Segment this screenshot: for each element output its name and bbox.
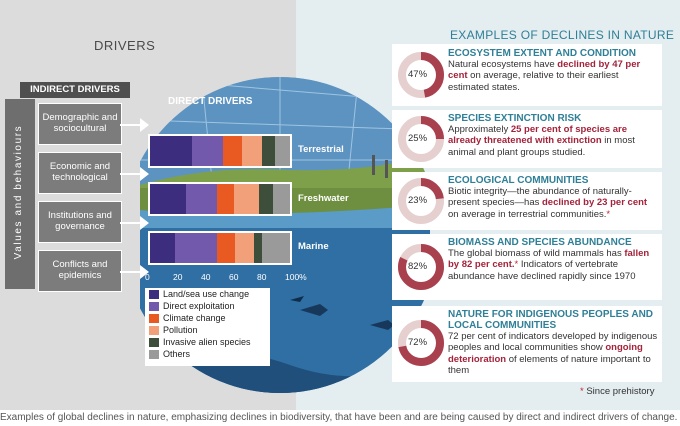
indirect-driver-box: Conflicts and epidemics <box>38 250 122 292</box>
donut-arc <box>398 178 444 224</box>
legend-item: Climate change <box>145 312 270 324</box>
card-text: Approximately 25 per cent of species are… <box>448 124 635 158</box>
legend-label: Land/sea use change <box>163 289 250 299</box>
legend-label: Direct exploitation <box>163 301 235 311</box>
figure-caption: Examples of global declines in nature, e… <box>0 412 678 423</box>
env-label-freshwater: Freshwater <box>298 193 349 204</box>
bar-segment <box>261 136 275 166</box>
bar-segment <box>186 184 218 214</box>
legend-item: Direct exploitation <box>145 300 270 312</box>
card-title: SPECIES EXTINCTION RISK <box>448 113 582 124</box>
donut-percent: 72% <box>408 337 428 348</box>
values-behaviours-label: Values and behaviours <box>13 124 24 260</box>
card-text: The global biomass of wild mammals has f… <box>448 248 650 282</box>
legend-item: Land/sea use change <box>145 288 270 300</box>
indirect-driver-box: Demographic and sociocultural <box>38 103 122 145</box>
bar-segment <box>259 184 274 214</box>
bar-freshwater <box>148 182 292 216</box>
legend-label: Others <box>163 349 191 359</box>
bar-segment <box>274 136 290 166</box>
bar-segment <box>217 233 236 263</box>
card-text: Biotic integrity—the abundance of natura… <box>448 186 648 220</box>
card-title: ECOSYSTEM EXTENT AND CONDITION <box>448 48 636 59</box>
direct-drivers-header: DIRECT DRIVERS <box>168 96 253 107</box>
legend-item: Invasive alien species <box>145 336 270 348</box>
card-title: NATURE FOR INDIGENOUS PEOPLES AND LOCAL … <box>448 309 654 331</box>
x-tick-label: 60 <box>229 272 239 282</box>
legend-label: Pollution <box>163 325 198 335</box>
donut-percent: 25% <box>408 133 428 144</box>
x-tick-label: 100% <box>285 272 307 282</box>
x-tick-label: 40 <box>201 272 211 282</box>
card-title: ECOLOGICAL COMMUNITIES <box>448 175 589 186</box>
donut-percent: 23% <box>408 195 428 206</box>
bar-segment <box>235 233 254 263</box>
bar-segment <box>242 136 262 166</box>
legend-swatch <box>149 349 159 359</box>
card-indigenous: 72% NATURE FOR INDIGENOUS PEOPLES AND LO… <box>392 306 662 382</box>
legend-swatch <box>149 325 159 335</box>
bar-segment <box>175 233 218 263</box>
bar-marine <box>148 231 292 265</box>
legend-swatch <box>149 337 159 347</box>
x-tick-label: 80 <box>257 272 267 282</box>
env-label-marine: Marine <box>298 241 329 252</box>
legend: Land/sea use change Direct exploitation Cl… <box>145 288 270 366</box>
donut-arc <box>398 244 444 290</box>
card-ecosystem: 47% ECOSYSTEM EXTENT AND CONDITION Natur… <box>392 44 662 106</box>
donut-arc <box>398 52 444 98</box>
card-extinction: 25% SPECIES EXTINCTION RISK Approximatel… <box>392 110 662 168</box>
donut-arc <box>398 116 444 162</box>
donut-chart <box>398 320 444 366</box>
bar-segment <box>253 233 262 263</box>
bar-terrestrial <box>148 134 292 168</box>
indirect-drivers-header: INDIRECT DRIVERS <box>20 82 130 98</box>
bar-segment <box>222 136 243 166</box>
bar-segment <box>233 184 260 214</box>
legend-label: Climate change <box>163 313 226 323</box>
bar-segment <box>192 136 223 166</box>
donut-chart <box>398 244 444 290</box>
x-tick-label: 20 <box>173 272 183 282</box>
bar-segment <box>273 184 290 214</box>
card-text: 72 per cent of indicators developed by i… <box>448 331 658 377</box>
indirect-driver-box: Economic and technological <box>38 152 122 194</box>
legend-swatch <box>149 301 159 311</box>
drivers-title: DRIVERS <box>94 38 156 53</box>
bar-segment <box>150 184 187 214</box>
donut-chart <box>398 178 444 224</box>
bar-segment <box>150 233 176 263</box>
donut-chart <box>398 116 444 162</box>
donut-percent: 47% <box>408 69 428 80</box>
legend-item: Pollution <box>145 324 270 336</box>
bar-segment <box>261 233 290 263</box>
donut-chart <box>398 52 444 98</box>
driver-arrows <box>120 118 149 279</box>
legend-label: Invasive alien species <box>163 337 251 347</box>
footnote: * Since prehistory <box>580 386 655 397</box>
donut-percent: 82% <box>408 261 428 272</box>
examples-title: EXAMPLES OF DECLINES IN NATURE <box>450 28 675 42</box>
card-text: Natural ecosystems have declined by 47 p… <box>448 59 641 93</box>
card-biomass: 82% BIOMASS AND SPECIES ABUNDANCE The gl… <box>392 234 662 300</box>
x-tick-label: 0 <box>145 272 150 282</box>
legend-swatch <box>149 313 159 323</box>
indirect-driver-box: Institutions and governance <box>38 201 122 243</box>
donut-arc <box>398 320 444 366</box>
bar-segment <box>217 184 234 214</box>
legend-swatch <box>149 289 159 299</box>
values-behaviours-bar <box>5 99 35 289</box>
bar-segment <box>150 136 192 166</box>
x-axis: 0 20 40 60 80 100% <box>145 272 307 284</box>
card-communities: 23% ECOLOGICAL COMMUNITIES Biotic integr… <box>392 172 662 230</box>
env-label-terrestrial: Terrestrial <box>298 144 344 155</box>
card-title: BIOMASS AND SPECIES ABUNDANCE <box>448 237 632 248</box>
legend-item: Others <box>145 348 270 360</box>
